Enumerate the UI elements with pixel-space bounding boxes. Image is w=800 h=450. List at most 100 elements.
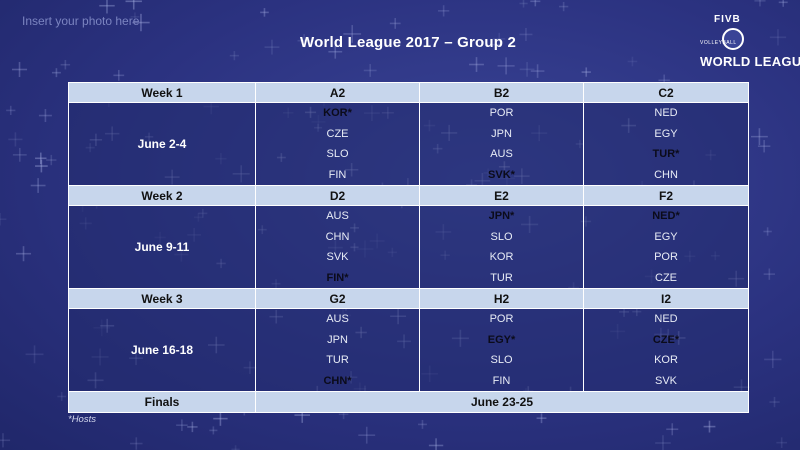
cross-shape [264,39,280,55]
cross-shape [125,0,142,10]
cross-shape [99,0,115,14]
team: TUR [490,271,513,284]
logo-fivb-text: FIVB [714,14,741,25]
cross-shape [343,25,362,43]
week-label: Week 1 [68,82,256,103]
week-dates: June 9-11 [68,205,256,289]
team: JPN [491,127,512,140]
team: SLO [490,354,513,366]
cross-shape [438,5,450,17]
cross-shape [51,68,61,78]
cross-shape [497,57,515,75]
week-header-row: Week 2 D2 E2 F2 [68,185,749,206]
cross-shape [666,423,679,436]
pool-teams-cell: NED* EGY POR CZE [583,205,749,289]
cross-shape [130,437,143,450]
team: AUS [326,313,349,325]
cross-shape [530,64,545,78]
cross-shape [328,44,343,59]
photo-placeholder-text: Insert your photo here [22,14,140,28]
cross-shape [213,411,228,426]
team: CHN [654,168,678,181]
cross-shape [536,413,547,424]
cross-shape [418,419,427,429]
cross-shape [297,34,311,48]
cross-shape [229,51,239,61]
week-dates: June 2-4 [68,102,256,186]
team: KOR [654,354,678,366]
team: CZE [326,127,349,140]
cross-shape [493,32,506,45]
host-team: KOR* [323,107,352,119]
cross-shape [769,29,787,46]
cross-shape [113,69,125,81]
team: POR [489,313,514,325]
host-team: CHN* [323,374,352,387]
pool-teams-cell: AUS CHN SVK FIN* [255,205,420,289]
cross-shape [581,67,591,77]
team: NED [654,107,678,119]
page-title: World League 2017 – Group 2 [300,34,517,51]
pool-teams-cell: POR EGY* SLO FIN [419,308,584,392]
logo-sub-text: VOLLEYBALL [700,40,737,46]
cross-shape [519,27,533,41]
week-teams-row: June 2-4 KOR* CZE SLO FIN POR JPN AUS SVK* NED EGY… [68,102,749,186]
cross-shape [363,64,377,77]
cross-shape [754,0,766,7]
pool-teams-cell: NED CZE* KOR SVK [583,308,749,392]
cross-shape [8,132,23,147]
volleyball-icon [722,28,744,50]
cross-shape [491,40,501,50]
cross-shape [209,426,218,435]
cross-shape [778,0,788,7]
team: KOR [489,251,514,263]
finals-row: Finals June 23-25 [68,391,749,413]
cross-shape [627,56,638,67]
team: CHN [325,230,350,243]
team: JPN [327,333,348,346]
cross-shape [187,421,198,433]
team: EGY [654,127,678,140]
host-team: EGY* [487,333,516,346]
cross-shape [776,437,787,448]
cross-shape [46,154,57,166]
week-label: Week 3 [68,288,256,309]
team: SVK [326,251,349,263]
pool-name: I2 [583,288,749,309]
host-team: SVK* [488,168,515,181]
cross-shape [35,152,47,165]
cross-shape [25,345,44,364]
cross-shape [703,420,716,433]
team: SLO [490,230,513,243]
cross-shape [389,18,401,29]
schedule-table: Week 1 A2 B2 C2 June 2-4 KOR* CZE SLO FIN POR JPN A… [68,82,749,413]
team: EGY [654,230,678,243]
team: CZE [655,271,677,284]
cross-shape [132,13,150,32]
cross-shape [769,396,780,408]
team: AUS [326,210,349,222]
cross-shape [35,159,48,173]
cross-shape [60,59,71,70]
host-team: FIN* [326,271,349,284]
team: NED [654,313,678,325]
cross-shape [12,147,27,162]
cross-shape [750,128,768,146]
week-header-row: Week 1 A2 B2 C2 [68,82,749,103]
week-label: Week 2 [68,185,256,206]
host-team: TUR* [652,148,680,160]
pool-name: A2 [255,82,420,103]
team: SLO [326,148,349,160]
week-teams-row: June 16-18 AUS JPN TUR CHN* POR EGY* SLO FIN NED C… [68,308,749,392]
pool-teams-cell: JPN* SLO KOR TUR [419,205,584,289]
team: AUS [490,148,513,160]
cross-shape [428,438,444,450]
host-team: JPN* [488,210,515,222]
finals-dates: June 23-25 [255,391,749,413]
team: SVK [654,374,677,387]
pool-name: G2 [255,288,420,309]
cross-shape [763,268,775,280]
cross-shape [6,105,16,116]
cross-shape [519,61,535,77]
pool-teams-cell: NED EGY TUR* CHN [583,102,749,186]
